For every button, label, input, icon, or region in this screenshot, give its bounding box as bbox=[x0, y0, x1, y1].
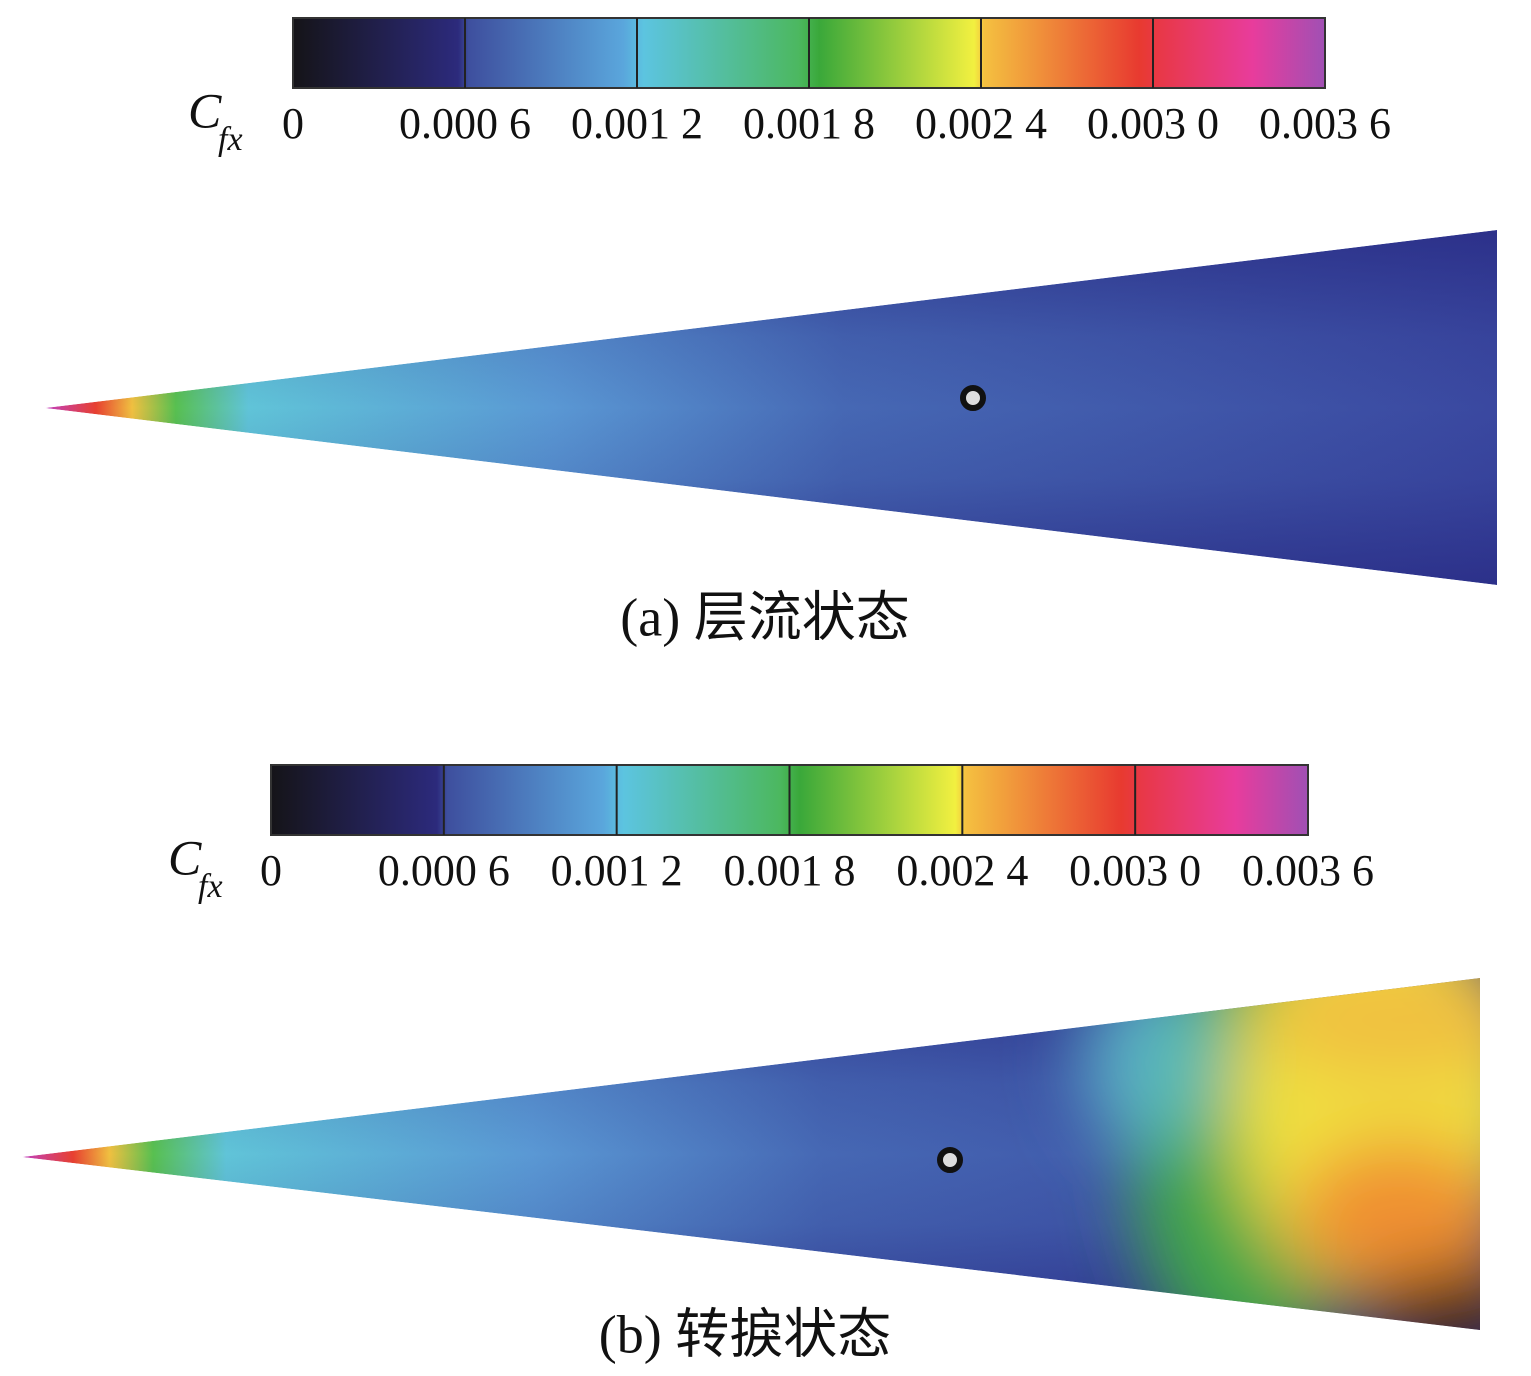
panel: 0 0.000 6 0.001 2 0.001 8 0.002 4 0.003 0 0.00… bbox=[22, 764, 1480, 1364]
colorbar-tick-label: 0.003 6 bbox=[1259, 99, 1391, 148]
contour-plot bbox=[45, 230, 1497, 585]
colorbar-tick-label: 0.003 0 bbox=[1069, 846, 1201, 895]
colorbar-tick-label: 0.002 4 bbox=[915, 99, 1047, 148]
colorbar-symbol: C bbox=[188, 82, 222, 138]
cone-shading bbox=[45, 230, 1497, 585]
colorbar-tick-label: 0.001 8 bbox=[743, 99, 875, 148]
colorbar-tick-label: 0.003 0 bbox=[1087, 99, 1219, 148]
colorbar-tick-label: 0.001 8 bbox=[724, 846, 856, 895]
marker bbox=[960, 385, 986, 411]
colorbar-tick-label: 0.003 6 bbox=[1242, 846, 1374, 895]
blob bbox=[1370, 1270, 1480, 1330]
colorbar-tick-label: 0 bbox=[260, 846, 282, 895]
caption: (a) 层流状态 bbox=[620, 587, 909, 647]
colorbar-subscript: fx bbox=[198, 868, 223, 905]
colorbar-tick-label: 0 bbox=[282, 99, 304, 148]
colorbar-tick-label: 0.002 4 bbox=[896, 846, 1028, 895]
contour-plot bbox=[22, 978, 1480, 1330]
colorbar-tick-label: 0.000 6 bbox=[378, 846, 510, 895]
colorbar-tick-label: 0.001 2 bbox=[551, 846, 683, 895]
blob bbox=[1260, 978, 1480, 1080]
colorbar-subscript: fx bbox=[218, 121, 243, 158]
transition-region bbox=[1080, 978, 1480, 1330]
colorbar-symbol: C bbox=[168, 829, 202, 885]
blob bbox=[1080, 978, 1220, 1150]
blob bbox=[1290, 1140, 1480, 1300]
marker bbox=[937, 1147, 963, 1173]
caption: (b) 转捩状态 bbox=[599, 1304, 891, 1364]
panel: 0 0.000 6 0.001 2 0.001 8 0.002 4 0.003 0 0.00… bbox=[45, 17, 1497, 647]
colorbar-tick-label: 0.001 2 bbox=[571, 99, 703, 148]
colorbar-tick-label: 0.000 6 bbox=[399, 99, 531, 148]
